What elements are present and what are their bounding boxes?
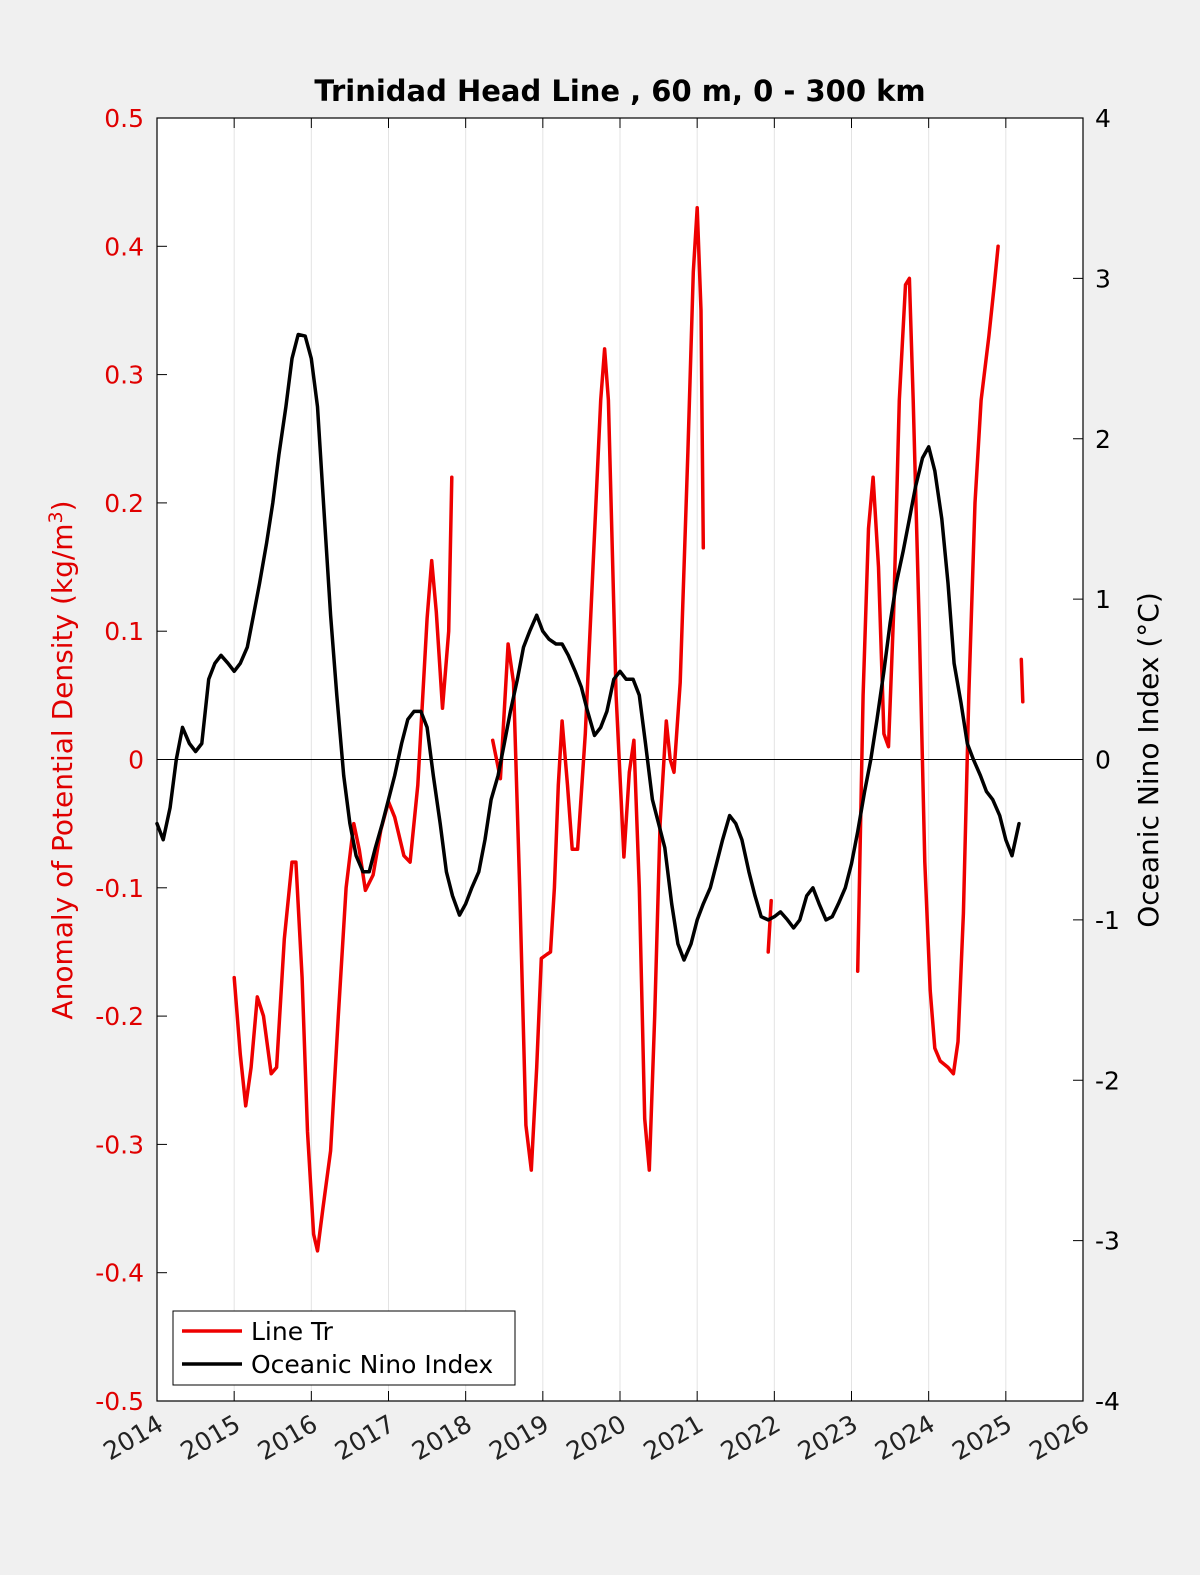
legend-label-line-tr: Line Tr xyxy=(251,1317,334,1346)
x-tick-label: 2018 xyxy=(407,1409,477,1466)
chart-title: Trinidad Head Line , 60 m, 0 - 300 km xyxy=(314,74,925,108)
x-tick-label: 2017 xyxy=(330,1409,400,1466)
x-tick-label: 2020 xyxy=(561,1409,631,1466)
y-left-tick-label: -0.1 xyxy=(95,874,144,903)
y-right-tick-label: -3 xyxy=(1095,1227,1120,1256)
y-left-tick-label: -0.5 xyxy=(95,1387,144,1416)
series-line-tr xyxy=(766,898,773,954)
y-right-tick-label: -2 xyxy=(1095,1066,1120,1095)
y-right-tick-label: -4 xyxy=(1095,1387,1120,1416)
x-tick-label: 2014 xyxy=(98,1409,168,1466)
x-tick-label: 2021 xyxy=(639,1409,709,1466)
series-line-tr xyxy=(490,206,706,1172)
y-left-tick-label: 0 xyxy=(128,746,144,775)
y-right-tick-label: 0 xyxy=(1095,746,1111,775)
y-left-tick-label: -0.4 xyxy=(95,1259,144,1288)
series-layer xyxy=(155,206,1025,1253)
x-tick-label: 2024 xyxy=(870,1409,940,1466)
y-axis-right-label: Oceanic Nino Index (°C) xyxy=(1132,592,1165,928)
y-axis-left-label-superscript: 3 xyxy=(45,511,67,523)
series-oceanic-nino-index xyxy=(155,332,1021,962)
legend-box xyxy=(172,1310,516,1386)
x-tick-label: 2023 xyxy=(793,1409,863,1466)
series-line-tr xyxy=(232,475,454,1253)
y-left-tick-label: -0.3 xyxy=(95,1130,144,1159)
x-tick-label: 2016 xyxy=(253,1409,323,1466)
y-right-tick-label: -1 xyxy=(1095,906,1120,935)
y-axis-left-label: Anomaly of Potential Density (kg/m3) xyxy=(45,500,79,1019)
y-left-tick-label: 0.3 xyxy=(104,361,144,390)
legend-label-oni: Oceanic Nino Index xyxy=(251,1350,493,1379)
y-right-tick-label: 1 xyxy=(1095,585,1111,614)
x-tick-label: 2015 xyxy=(176,1409,246,1466)
y-left-tick-label: 0.4 xyxy=(104,232,144,261)
x-tick-label: 2025 xyxy=(947,1409,1017,1466)
series-line-tr xyxy=(1019,657,1025,704)
legend: Line Tr Oceanic Nino Index xyxy=(172,1310,516,1386)
y-left-tick-label: 0.1 xyxy=(104,617,144,646)
y-left-tick-label: 0.2 xyxy=(104,489,144,518)
x-tick-label: 2026 xyxy=(1024,1409,1094,1466)
y-right-tick-label: 3 xyxy=(1095,264,1111,293)
x-tick-label: 2022 xyxy=(716,1409,786,1466)
y-left-tick-label: -0.2 xyxy=(95,1002,144,1031)
x-tick-label: 2019 xyxy=(484,1409,554,1466)
y-right-tick-label: 2 xyxy=(1095,425,1111,454)
y-right-tick-label: 4 xyxy=(1095,104,1111,133)
series-line-tr xyxy=(855,244,1000,1076)
y-left-tick-label: 0.5 xyxy=(104,104,144,133)
